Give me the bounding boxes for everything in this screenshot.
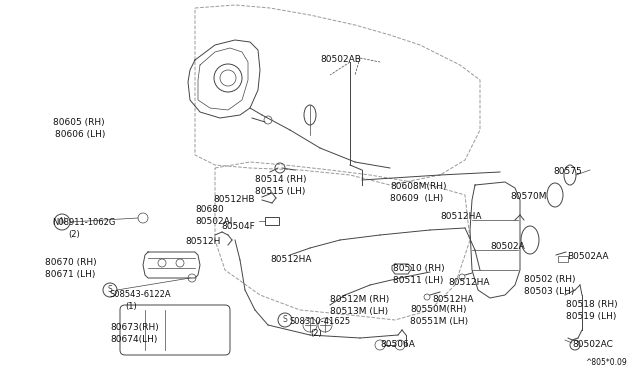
Text: 80518 (RH): 80518 (RH) (566, 300, 618, 309)
Text: 80550M(RH): 80550M(RH) (410, 305, 467, 314)
Text: 80515 (LH): 80515 (LH) (255, 187, 305, 196)
Text: 80506A: 80506A (380, 340, 415, 349)
Text: 80502 (RH): 80502 (RH) (524, 275, 575, 284)
Text: S08543-6122A: S08543-6122A (110, 290, 172, 299)
Text: 80514 (RH): 80514 (RH) (255, 175, 307, 184)
Text: 80502AI: 80502AI (195, 217, 232, 226)
Text: 80680: 80680 (195, 205, 224, 214)
Text: 80511 (LH): 80511 (LH) (393, 276, 444, 285)
Text: 80512HB: 80512HB (214, 195, 255, 204)
Text: 80504F: 80504F (221, 222, 255, 231)
Text: 80609  (LH): 80609 (LH) (390, 194, 444, 203)
Text: 80673(RH): 80673(RH) (110, 323, 159, 332)
Text: 80608M(RH): 80608M(RH) (390, 182, 447, 191)
Text: 80502A: 80502A (490, 242, 525, 251)
Text: 80502AB: 80502AB (320, 55, 361, 64)
Text: 80512H: 80512H (185, 237, 220, 246)
Text: N08911-1062G: N08911-1062G (52, 218, 115, 227)
Text: S: S (108, 285, 113, 295)
Text: 80670 (RH): 80670 (RH) (45, 258, 97, 267)
Text: 80512HA: 80512HA (440, 212, 481, 221)
Text: 80512HA: 80512HA (432, 295, 474, 304)
Text: 80570M: 80570M (510, 192, 547, 201)
Text: 80671 (LH): 80671 (LH) (45, 270, 95, 279)
Text: N: N (59, 218, 65, 227)
Text: 80513M (LH): 80513M (LH) (330, 307, 388, 316)
Bar (558, 256, 568, 262)
Text: S: S (283, 315, 287, 324)
Text: 80606 (LH): 80606 (LH) (54, 130, 105, 139)
Text: 80503 (LH): 80503 (LH) (524, 287, 574, 296)
Text: (2): (2) (310, 329, 322, 338)
Text: 80512M (RH): 80512M (RH) (330, 295, 389, 304)
Text: S08310-41625: S08310-41625 (290, 317, 351, 326)
Text: 80575: 80575 (553, 167, 582, 176)
Text: 80502AC: 80502AC (572, 340, 613, 349)
Text: 80510 (RH): 80510 (RH) (393, 264, 445, 273)
Text: (2): (2) (68, 230, 80, 239)
Text: 80674(LH): 80674(LH) (110, 335, 157, 344)
Text: 80605 (RH): 80605 (RH) (53, 118, 105, 127)
Bar (265, 217, 279, 225)
Text: 80519 (LH): 80519 (LH) (566, 312, 616, 321)
Text: B0502AA: B0502AA (567, 252, 609, 261)
Text: (1): (1) (125, 302, 137, 311)
Text: 80551M (LH): 80551M (LH) (410, 317, 468, 326)
Text: 80512HA: 80512HA (448, 278, 490, 287)
Text: 80512HA: 80512HA (270, 255, 312, 264)
Text: ^805*0.09: ^805*0.09 (585, 358, 627, 367)
